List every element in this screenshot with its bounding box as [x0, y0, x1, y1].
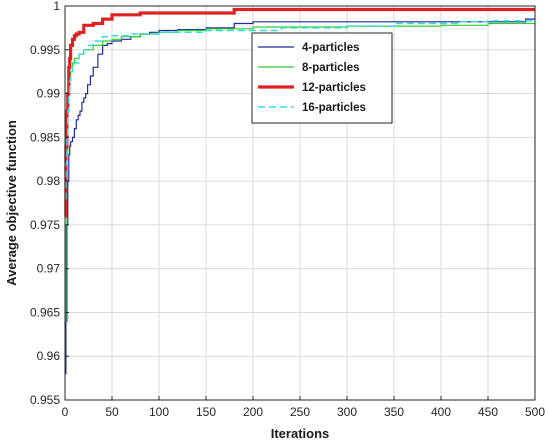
y-tick-label: 1: [53, 0, 60, 13]
y-tick-label: 0.965: [30, 305, 60, 319]
x-tick-label: 0: [62, 405, 69, 419]
legend-label: 4-particles: [302, 42, 360, 54]
legend: 4-particles 8-particles 12-particles 16-par…: [251, 32, 393, 124]
series-line-12-particles: [64, 7, 535, 218]
x-tick-label: 500: [525, 405, 545, 419]
series-line-16-particles: [65, 20, 535, 200]
y-axis-label: Average objective function: [4, 120, 19, 286]
legend-label: 8-particles: [302, 62, 360, 74]
x-tick-label: 400: [431, 405, 451, 419]
y-tick-label: 0.995: [30, 43, 60, 57]
tick-layer: 0 50 100 150 200 250 300 350 400 450 500 0.955 0.96 0…: [30, 0, 545, 419]
y-tick-label: 0.985: [30, 130, 60, 144]
y-tick-label: 0.975: [30, 218, 60, 232]
y-tick-label: 0.955: [30, 393, 60, 407]
x-tick-label: 100: [149, 405, 169, 419]
x-tick-label: 200: [243, 405, 263, 419]
y-tick-label: 0.98: [37, 174, 61, 188]
legend-label: 12-particles: [302, 82, 366, 94]
x-tick-label: 250: [290, 405, 310, 419]
y-tick-label: 0.99: [37, 87, 61, 101]
series-layer: [64, 7, 535, 375]
y-tick-label: 0.97: [37, 262, 61, 276]
x-tick-label: 50: [105, 405, 119, 419]
y-tick-label: 0.96: [37, 349, 61, 363]
x-tick-label: 300: [337, 405, 357, 419]
x-tick-label: 450: [478, 405, 498, 419]
x-tick-label: 150: [196, 405, 216, 419]
legend-box: [251, 32, 393, 124]
x-axis-label: Iterations: [271, 426, 330, 441]
legend-label: 16-particles: [302, 102, 366, 114]
x-tick-label: 350: [384, 405, 404, 419]
